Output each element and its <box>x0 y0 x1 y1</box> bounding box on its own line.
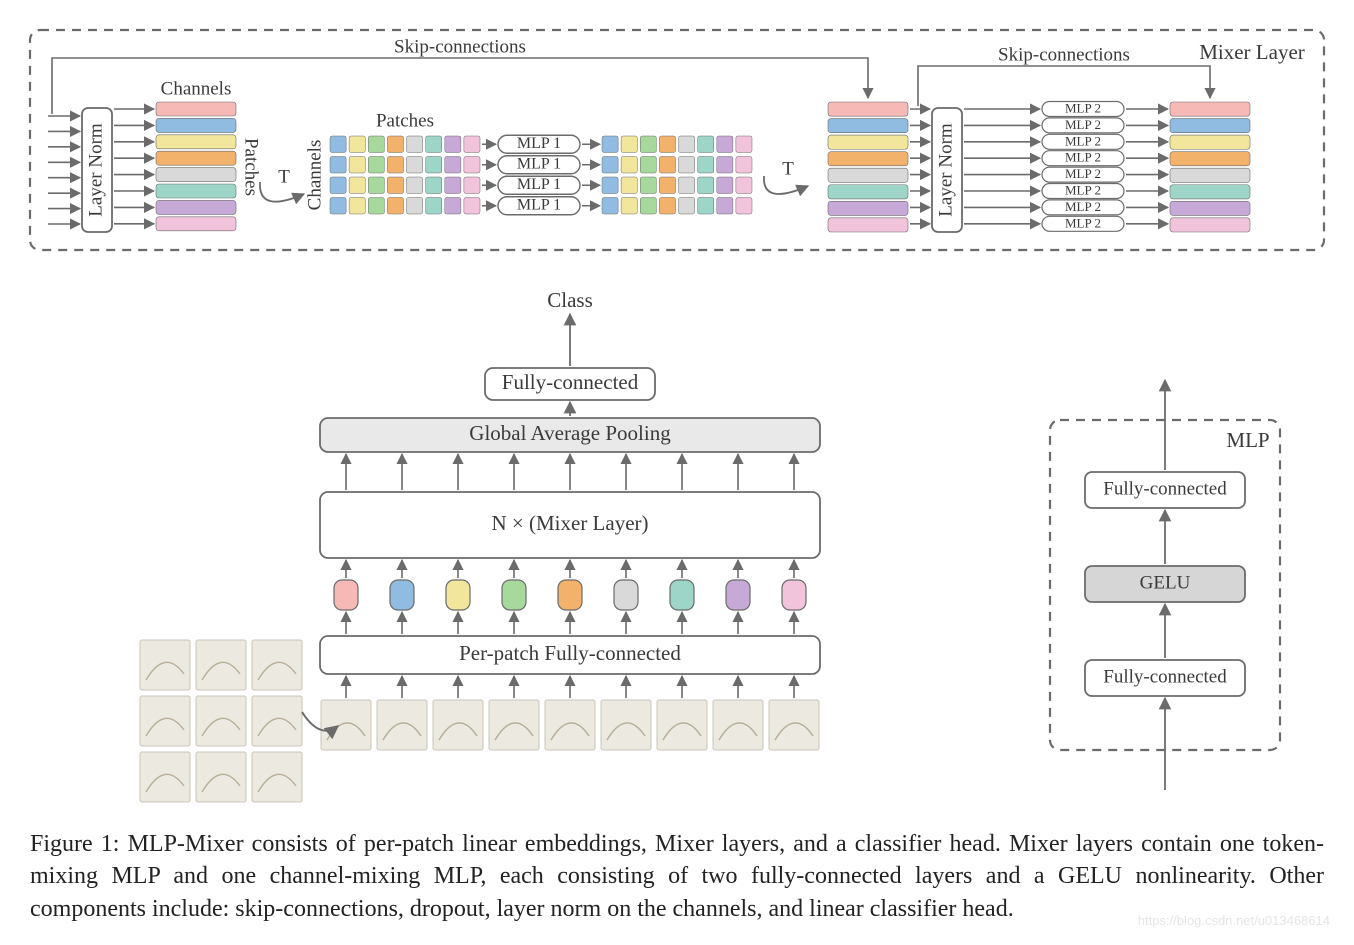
grid-patch <box>252 640 302 690</box>
patches-h-label: Patches <box>376 110 434 131</box>
layer-norm-1-label: Layer Norm <box>85 123 106 217</box>
grid-patch <box>196 696 246 746</box>
mlp2-label: MLP 2 <box>1065 199 1101 214</box>
token <box>670 580 694 610</box>
mixer-layer-title: Mixer Layer <box>1199 40 1305 64</box>
input-patch <box>545 700 595 750</box>
token <box>782 580 806 610</box>
input-patch <box>601 700 651 750</box>
mlp1-label: MLP 1 <box>517 176 561 193</box>
per-patch-fc-label: Per-patch Fully-connected <box>459 641 681 665</box>
channels-label-1: Channels <box>161 78 232 99</box>
channels-block-3 <box>1170 102 1250 232</box>
input-patch <box>377 700 427 750</box>
mlp2-label: MLP 2 <box>1065 215 1101 230</box>
transpose-1: T <box>278 166 290 187</box>
token <box>334 580 358 610</box>
grid-patch <box>140 752 190 802</box>
token <box>614 580 638 610</box>
channels-block-1 <box>156 102 236 231</box>
token <box>726 580 750 610</box>
mlp1-label: MLP 1 <box>517 135 561 152</box>
mlp2-label: MLP 2 <box>1065 133 1101 148</box>
figure-caption: Figure 1: MLP-Mixer consists of per-patc… <box>30 828 1324 925</box>
input-patch <box>769 700 819 750</box>
token <box>390 580 414 610</box>
grid-patch <box>196 752 246 802</box>
mlp-title: MLP <box>1226 428 1269 452</box>
input-patch <box>433 700 483 750</box>
token <box>502 580 526 610</box>
patches-block-mid <box>602 136 752 214</box>
mlp2-label: MLP 2 <box>1065 182 1101 197</box>
mlp2-label: MLP 2 <box>1065 117 1101 132</box>
patches-block <box>330 136 480 214</box>
skip-label-2: Skip-connections <box>998 44 1130 65</box>
grid-patch <box>140 696 190 746</box>
token <box>558 580 582 610</box>
input-patch <box>321 700 371 750</box>
input-patch <box>489 700 539 750</box>
mlp-gelu-label: GELU <box>1140 572 1191 593</box>
input-patch <box>657 700 707 750</box>
channels-block-2 <box>828 102 908 232</box>
mlp1-label: MLP 1 <box>517 155 561 172</box>
mlp2-label: MLP 2 <box>1065 150 1101 165</box>
figure-root: Mixer Layer Layer Norm Channels Patches T Pat… <box>20 20 1334 810</box>
skip-label-1: Skip-connections <box>394 36 526 57</box>
mlp2-label: MLP 2 <box>1065 100 1101 115</box>
grid-patch <box>196 640 246 690</box>
layer-norm-2-label: Layer Norm <box>935 123 956 217</box>
patches-v-label: Patches <box>241 138 262 196</box>
watermark: https://blog.csdn.net/u013468614 <box>1138 913 1330 928</box>
transpose-2: T <box>782 158 794 179</box>
architecture-diagram: Mixer Layer Layer Norm Channels Patches T Pat… <box>20 20 1334 810</box>
mlp-fc-1-label: Fully-connected <box>1103 666 1227 687</box>
n-mixer-layer-label: N × (Mixer Layer) <box>491 511 648 535</box>
global-average-pooling-label: Global Average Pooling <box>469 421 671 445</box>
channels-v-label: Channels <box>304 140 325 211</box>
grid-patch <box>252 752 302 802</box>
token <box>446 580 470 610</box>
mlp2-label: MLP 2 <box>1065 166 1101 181</box>
input-patch <box>713 700 763 750</box>
mlp1-label: MLP 1 <box>517 196 561 213</box>
fully-connected-head-label: Fully-connected <box>502 370 639 394</box>
mlp-fc-2-label: Fully-connected <box>1103 478 1227 499</box>
grid-patch <box>252 696 302 746</box>
grid-patch <box>140 640 190 690</box>
class-label: Class <box>547 288 593 312</box>
